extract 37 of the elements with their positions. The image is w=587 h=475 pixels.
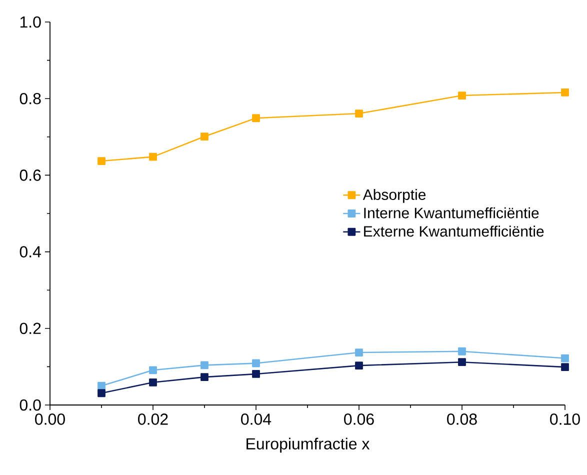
x-tick-label: 0.04 <box>241 414 272 425</box>
point <box>458 347 466 356</box>
point <box>355 110 363 118</box>
legend-label: Interne Kwantumefficiëntie <box>364 207 539 218</box>
y-tick-label: 0.6 <box>20 170 41 181</box>
point <box>561 354 569 362</box>
point <box>149 366 157 374</box>
y-tick-label: 0.8 <box>20 92 41 104</box>
y-tick-label: 0.2 <box>20 322 41 334</box>
x-tick-label: 0.00 <box>35 414 65 425</box>
point <box>200 361 208 370</box>
x-axis-title: Europiumfractie x <box>246 438 370 453</box>
point <box>252 370 260 378</box>
point <box>200 373 208 381</box>
point <box>252 114 260 122</box>
point <box>149 152 157 161</box>
x-tick-label: 0.08 <box>447 414 477 425</box>
point <box>252 359 260 368</box>
y-tick-label: 0.4 <box>20 246 41 258</box>
point <box>561 88 569 96</box>
point <box>98 389 106 398</box>
legend-label: Absorptie <box>362 188 426 203</box>
y-tick-label: 1.0 <box>20 16 41 28</box>
point <box>458 358 466 366</box>
x-tick-label: 0.06 <box>344 414 374 425</box>
point <box>561 363 569 372</box>
point <box>355 362 363 370</box>
point <box>458 92 466 100</box>
point <box>200 132 208 140</box>
x-tick-label: 0.02 <box>138 414 168 425</box>
point <box>355 348 363 356</box>
point <box>98 157 106 165</box>
point <box>98 382 106 390</box>
y-tick-label: 0.0 <box>20 399 41 411</box>
point <box>149 378 157 386</box>
x-tick-label: 0.10 <box>550 414 580 425</box>
legend-label: Externe Kwantumefficiëntie <box>364 226 544 237</box>
